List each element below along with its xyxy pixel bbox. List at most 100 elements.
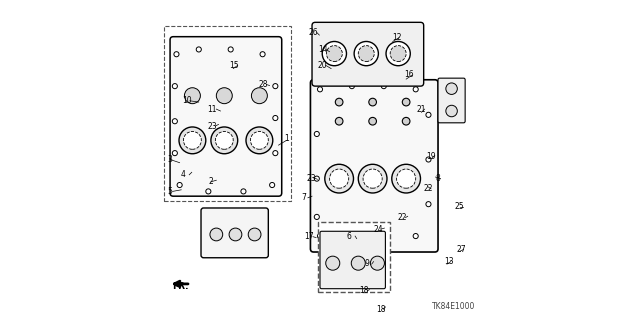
Circle shape (210, 228, 223, 241)
Circle shape (269, 182, 275, 188)
Circle shape (314, 131, 319, 137)
Circle shape (326, 256, 340, 270)
FancyBboxPatch shape (438, 78, 465, 123)
Circle shape (426, 202, 431, 207)
Text: 3: 3 (167, 155, 172, 164)
Circle shape (371, 256, 385, 270)
FancyBboxPatch shape (312, 22, 424, 86)
Text: 20: 20 (317, 61, 328, 70)
FancyBboxPatch shape (201, 208, 268, 258)
FancyBboxPatch shape (320, 231, 385, 289)
Text: 22: 22 (397, 213, 407, 222)
Circle shape (446, 83, 458, 94)
Text: 4: 4 (181, 170, 186, 179)
Circle shape (317, 87, 323, 92)
Text: 21: 21 (417, 105, 426, 114)
Text: 26: 26 (308, 28, 318, 37)
Text: 11: 11 (207, 105, 217, 114)
Text: TK84E1000: TK84E1000 (432, 302, 476, 311)
Text: 8: 8 (436, 174, 440, 183)
Circle shape (446, 105, 458, 117)
Circle shape (426, 157, 431, 162)
Circle shape (324, 164, 353, 193)
Circle shape (179, 127, 206, 154)
Circle shape (196, 47, 202, 52)
Circle shape (172, 151, 177, 156)
Circle shape (184, 131, 202, 149)
Circle shape (335, 117, 343, 125)
Text: 5: 5 (167, 187, 172, 196)
Circle shape (369, 98, 376, 106)
Circle shape (246, 127, 273, 154)
Circle shape (381, 84, 387, 89)
Circle shape (363, 169, 382, 188)
Circle shape (250, 131, 268, 149)
Text: 23: 23 (307, 174, 316, 182)
Text: 13: 13 (444, 257, 454, 266)
Circle shape (392, 164, 420, 193)
Circle shape (354, 41, 378, 66)
Circle shape (403, 98, 410, 106)
Circle shape (397, 169, 416, 188)
Circle shape (413, 234, 419, 239)
Circle shape (172, 84, 177, 89)
Circle shape (228, 47, 233, 52)
Circle shape (358, 46, 374, 62)
Circle shape (273, 115, 278, 121)
Text: 28: 28 (259, 80, 268, 89)
Text: 7: 7 (301, 193, 306, 202)
Circle shape (358, 164, 387, 193)
Circle shape (206, 189, 211, 194)
Text: 6: 6 (346, 232, 351, 241)
Bar (164, 26, 291, 201)
Circle shape (252, 88, 268, 104)
Circle shape (177, 182, 182, 188)
Circle shape (174, 52, 179, 57)
Circle shape (260, 52, 265, 57)
Circle shape (273, 151, 278, 156)
Circle shape (314, 176, 319, 181)
Bar (319, 222, 390, 292)
Circle shape (184, 88, 200, 104)
Text: 14: 14 (318, 45, 328, 54)
Text: 16: 16 (404, 70, 413, 79)
Text: 10: 10 (182, 96, 191, 105)
Circle shape (273, 84, 278, 89)
Circle shape (172, 119, 177, 124)
Text: 23: 23 (207, 122, 217, 130)
Text: 25: 25 (455, 202, 465, 211)
Text: 24: 24 (373, 225, 383, 234)
Text: 1: 1 (284, 134, 289, 143)
Text: 2: 2 (209, 177, 213, 186)
Circle shape (322, 41, 346, 66)
Circle shape (386, 41, 410, 66)
Text: 17: 17 (304, 232, 314, 241)
Circle shape (248, 228, 261, 241)
Circle shape (413, 87, 419, 92)
Text: 18: 18 (359, 286, 369, 295)
Circle shape (349, 240, 355, 245)
Circle shape (369, 117, 376, 125)
Text: FR.: FR. (172, 282, 189, 291)
Text: 22: 22 (423, 184, 433, 193)
Circle shape (349, 84, 355, 89)
Circle shape (216, 131, 233, 149)
Circle shape (381, 240, 387, 245)
Text: 27: 27 (456, 245, 466, 254)
Circle shape (314, 214, 319, 219)
Circle shape (211, 127, 237, 154)
Text: 12: 12 (392, 33, 401, 42)
Circle shape (390, 46, 406, 62)
FancyBboxPatch shape (170, 37, 282, 196)
Circle shape (317, 234, 323, 239)
Circle shape (216, 88, 232, 104)
FancyBboxPatch shape (310, 80, 438, 252)
Text: 19: 19 (426, 152, 436, 161)
Circle shape (326, 46, 342, 62)
Text: 15: 15 (229, 61, 239, 70)
Text: 18: 18 (376, 305, 386, 314)
Circle shape (335, 98, 343, 106)
Text: 9: 9 (365, 259, 370, 268)
Circle shape (330, 169, 349, 188)
Circle shape (241, 189, 246, 194)
